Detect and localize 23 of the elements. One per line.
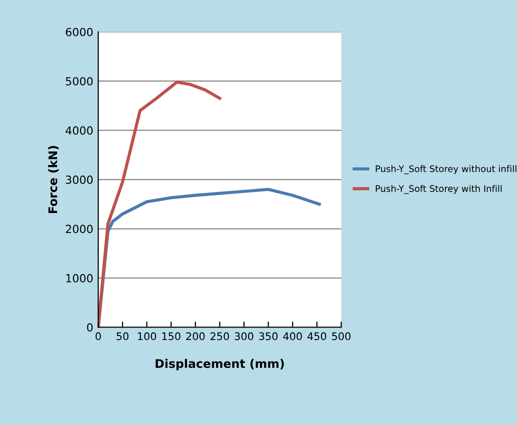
y-tick-label: 1000 xyxy=(66,274,93,282)
legend-label: Push-Y_Soft Storey with Infill xyxy=(376,184,502,194)
x-tick-label: 100 xyxy=(138,332,156,340)
x-tick-label: 300 xyxy=(234,332,254,340)
x-tick-label: 400 xyxy=(283,332,302,340)
legend-label: Push-Y_Soft Storey without infill xyxy=(376,165,516,174)
y-tick-label: 3000 xyxy=(66,176,93,184)
y-tick-label: 0 xyxy=(87,323,93,332)
x-tick-label: 0 xyxy=(96,332,101,340)
y-tick-label: 5000 xyxy=(66,77,93,86)
x-tick-label: 200 xyxy=(186,332,205,340)
x-tick-label: 50 xyxy=(116,332,128,340)
x-tick-label: 150 xyxy=(162,332,180,340)
x-tick-label: 350 xyxy=(259,332,278,340)
y-tick-label: 4000 xyxy=(66,126,93,135)
line-series xyxy=(98,80,222,328)
y-tick-label: 6000 xyxy=(66,28,93,36)
x-axis-title: Displacement (mm) xyxy=(156,358,284,370)
x-tick-label: 450 xyxy=(307,332,326,340)
y-tick-label: 2000 xyxy=(66,224,93,234)
x-tick-label: 500 xyxy=(332,332,350,340)
y-axis-title: Force (kN) xyxy=(48,146,59,214)
x-tick-label: 250 xyxy=(210,332,229,340)
